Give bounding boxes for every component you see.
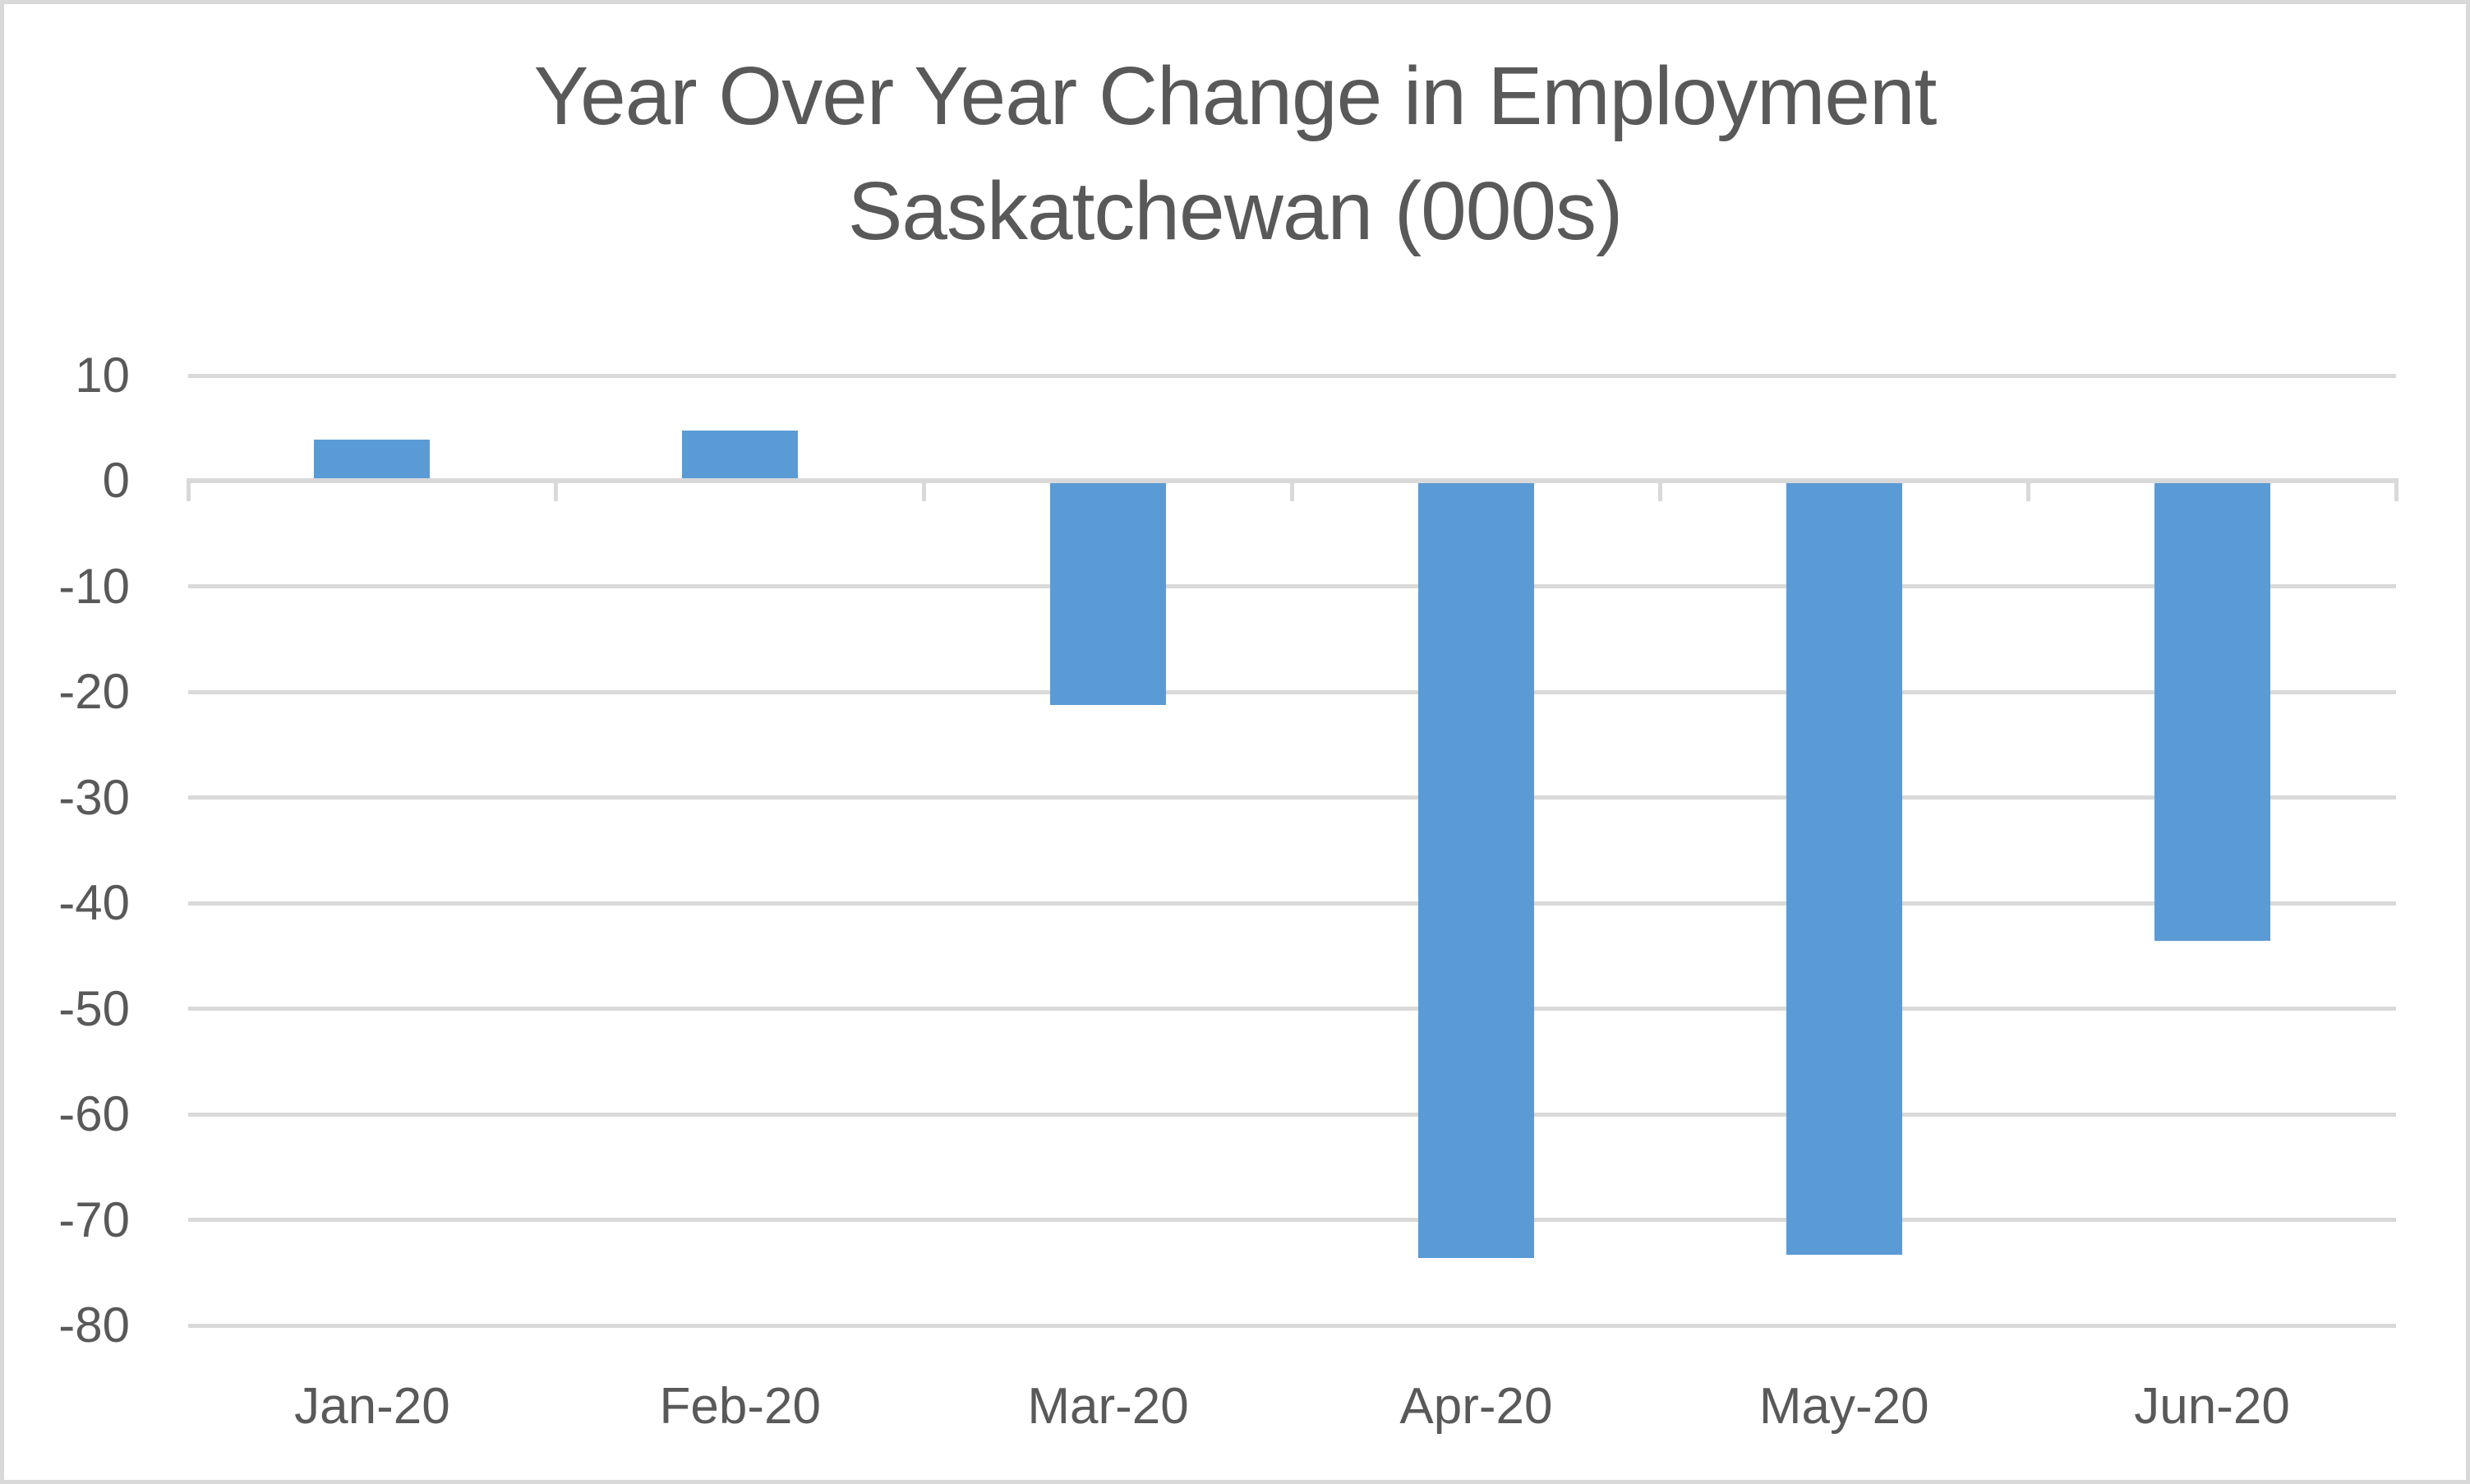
x-axis-label: Jan-20: [294, 1378, 450, 1435]
bar-mar-20: [1050, 481, 1167, 705]
x-axis-tick: [2394, 478, 2399, 502]
gridline: [188, 1007, 2396, 1012]
x-axis-tick: [1290, 478, 1294, 502]
x-axis-tick: [186, 478, 191, 502]
x-axis-label: May-20: [1758, 1378, 1929, 1435]
x-axis-tick: [1657, 478, 1662, 502]
y-axis-label: -40: [58, 875, 130, 931]
gridline: [188, 373, 2396, 378]
y-axis-label: 0: [102, 453, 130, 509]
gridline: [188, 584, 2396, 589]
gridline: [188, 689, 2396, 694]
chart-title-line1: Year Over Year Change in Employment: [533, 50, 1938, 142]
gridline: [188, 1218, 2396, 1223]
x-axis-tick: [922, 478, 927, 502]
x-axis-label: Feb-20: [659, 1378, 821, 1435]
y-axis-label: -50: [58, 980, 130, 1036]
bar-apr-20: [1417, 481, 1534, 1258]
y-axis-label: -10: [58, 558, 130, 614]
y-axis-label: -80: [58, 1297, 130, 1353]
y-axis-label: -70: [58, 1191, 130, 1247]
chart-title-line2: Saskatchewan (000s): [847, 165, 1624, 257]
x-axis-tick: [2025, 478, 2030, 502]
gridline: [188, 1112, 2396, 1117]
bar-jan-20: [314, 440, 431, 482]
y-axis-label: -20: [58, 664, 130, 720]
plot-area: 10 0 -10 -20 -30 -40 -50 -60 -70 -80 Jan-20 Feb-20 M…: [4, 4, 2466, 1480]
bar-may-20: [1786, 481, 1902, 1255]
y-axis-label: -30: [58, 769, 130, 825]
bar-feb-20: [682, 430, 799, 482]
gridline: [188, 901, 2396, 906]
x-axis-label: Apr-20: [1399, 1378, 1553, 1435]
y-axis-label: -60: [58, 1086, 130, 1142]
bar-jun-20: [2154, 481, 2270, 942]
y-axis-label: 10: [75, 348, 130, 403]
gridline: [188, 795, 2396, 800]
x-axis-label: Jun-20: [2134, 1378, 2290, 1435]
x-axis-label: Mar-20: [1027, 1378, 1189, 1435]
chart-title: Year Over Year Change in Employment Sask…: [4, 39, 2466, 269]
gridline: [188, 1323, 2396, 1328]
x-axis-tick: [554, 478, 559, 502]
